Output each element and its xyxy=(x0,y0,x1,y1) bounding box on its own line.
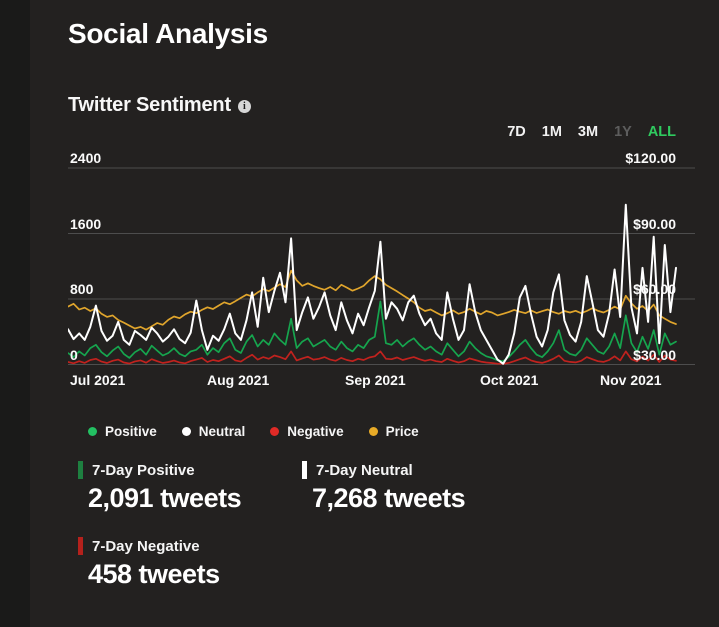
chart-title: Twitter Sentiment xyxy=(68,94,231,116)
info-icon[interactable]: i xyxy=(237,100,251,113)
stat-bar xyxy=(302,461,307,479)
legend-item-price: Price xyxy=(368,424,419,439)
left-gutter xyxy=(0,0,30,627)
time-range-tabs: 7D 1M 3M 1Y ALL xyxy=(507,124,676,140)
neutral-dot-icon xyxy=(181,427,191,436)
series-negative xyxy=(68,350,677,365)
tab-all[interactable]: ALL xyxy=(647,124,676,140)
stat-bar xyxy=(78,461,83,479)
series-neutral xyxy=(68,203,677,365)
x-axis-label: Nov 2021 xyxy=(600,372,662,388)
legend-item-neutral: Neutral xyxy=(181,424,246,439)
stat-positive: 7-Day Positive 2,091 tweets xyxy=(78,461,242,514)
series-price xyxy=(68,269,677,331)
stat-neutral: 7-Day Neutral 7,268 tweets xyxy=(302,461,466,514)
page-title: Social Analysis xyxy=(68,18,268,49)
legend-label: Price xyxy=(385,424,419,439)
stat-value: 2,091 tweets xyxy=(88,483,242,513)
chart-legend: Positive Neutral Negative Price xyxy=(88,424,419,439)
series-positive xyxy=(68,300,677,363)
tab-7d[interactable]: 7D xyxy=(507,124,526,140)
tab-3m[interactable]: 3M xyxy=(577,124,599,140)
x-axis-label: Jul 2021 xyxy=(70,372,126,388)
x-axis-label: Aug 2021 xyxy=(207,372,270,388)
legend-label: Negative xyxy=(287,424,344,439)
legend-label: Neutral xyxy=(198,424,246,439)
negative-dot-icon xyxy=(270,427,280,436)
stat-value: 458 tweets xyxy=(88,559,220,589)
stat-bar xyxy=(78,537,83,555)
x-axis-label: Sep 2021 xyxy=(345,372,406,388)
price-dot-icon xyxy=(368,427,378,436)
stat-negative: 7-Day Negative 458 tweets xyxy=(78,537,220,590)
stat-label: 7-Day Positive xyxy=(92,461,195,479)
stat-label: 7-Day Neutral xyxy=(316,461,413,479)
tab-1y: 1Y xyxy=(614,124,632,140)
tab-1m[interactable]: 1M xyxy=(541,124,562,140)
positive-dot-icon xyxy=(88,427,97,436)
stat-value: 7,268 tweets xyxy=(312,483,466,513)
x-axis-label: Oct 2021 xyxy=(480,372,539,388)
chart-header: Twitter Sentiment i xyxy=(68,94,251,117)
legend-item-negative: Negative xyxy=(270,424,344,439)
legend-label: Positive xyxy=(105,424,157,439)
stat-label: 7-Day Negative xyxy=(92,537,200,555)
legend-item-positive: Positive xyxy=(88,424,157,439)
sentiment-chart-svg[interactable] xyxy=(68,150,695,368)
sentiment-chart[interactable]: 2400 $120.00 1600 $90.00 800 $60.00 0 $30.00 Jul… xyxy=(68,150,695,395)
